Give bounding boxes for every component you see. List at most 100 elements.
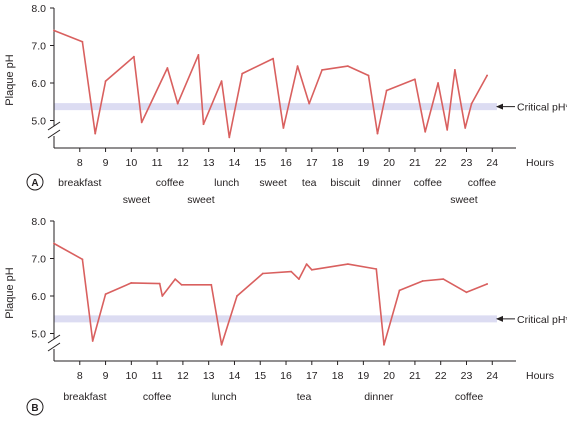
panel-letter: A (31, 178, 38, 189)
plaque-ph-point (375, 268, 378, 270)
plaque-ph-point (383, 343, 385, 346)
critical-ph-label: Critical pH* (517, 314, 567, 326)
x-tick-label: 23 (461, 370, 473, 382)
plaque-ph-point (133, 55, 135, 58)
x-tick-label: 12 (177, 370, 189, 382)
x-tick-label: 19 (358, 370, 370, 382)
plaque-ph-point (174, 278, 177, 280)
meal-label: tea (302, 177, 317, 189)
x-axis-title: Hours (526, 157, 554, 169)
plaque-ph-point (161, 295, 164, 297)
plaque-ph-point (310, 268, 313, 271)
plaque-ph-point (104, 80, 107, 82)
y-tick-label: 8.0 (31, 216, 46, 228)
x-tick-label: 22 (435, 157, 447, 169)
plaque-ph-point (305, 263, 308, 265)
x-tick-label: 13 (203, 157, 215, 169)
plaque-ph-point (376, 132, 379, 135)
x-tick-label: 19 (358, 157, 370, 169)
meal-label: breakfast (58, 177, 101, 189)
critical-ph-label: Critical pH* (517, 102, 567, 114)
y-tick-label: 7.0 (31, 254, 46, 266)
x-tick-label: 20 (383, 370, 395, 382)
plaque-ph-point (130, 282, 133, 284)
x-tick-label: 23 (461, 157, 473, 169)
meal-label: lunch (214, 177, 239, 189)
plaque-ph-point (385, 89, 388, 92)
plaque-ph-point (241, 72, 244, 75)
y-tick-label: 6.0 (31, 291, 46, 303)
plaque-ph-point (220, 80, 223, 82)
x-tick-label: 13 (203, 370, 215, 382)
plaque-ph-point (454, 69, 456, 71)
plaque-ph-point (347, 263, 349, 265)
x-tick-label: 8 (77, 157, 83, 169)
x-tick-label: 24 (486, 370, 498, 382)
plaque-ph-point (442, 278, 445, 280)
meal-label: biscuit (330, 177, 360, 189)
plaque-ph-point (446, 129, 449, 131)
plaque-ph-point (424, 130, 427, 133)
x-tick-label: 16 (280, 157, 292, 169)
meal-label: coffee (143, 391, 172, 403)
meal-label: sweet (450, 194, 478, 206)
meal-label: lunch (212, 391, 237, 403)
y-tick-label: 5.0 (31, 116, 46, 128)
plaque-ph-point (464, 127, 467, 129)
plaque-ph-point (180, 283, 183, 286)
panel-letter: B (31, 403, 38, 414)
plaque-ph-point (272, 57, 274, 60)
meal-label: dinner (364, 391, 394, 403)
panel-letter-circle (26, 173, 44, 191)
plaque-ph-point (486, 283, 488, 285)
meal-label: tea (297, 391, 312, 403)
plaque-ph-point (486, 74, 488, 77)
x-tick-label: 10 (125, 157, 137, 169)
plaque-ph-point (197, 54, 200, 56)
plaque-ph-point (261, 272, 264, 275)
x-tick-label: 21 (409, 157, 421, 169)
plaque-ph-point (236, 295, 238, 297)
x-tick-label: 10 (125, 370, 137, 382)
critical-ph-band (54, 103, 497, 111)
plaque-ph-point (296, 65, 299, 67)
plaque-ph-point (166, 67, 169, 69)
x-tick-label: 15 (254, 370, 266, 382)
x-tick-label: 15 (254, 157, 266, 169)
plaque-ph-point (158, 282, 161, 285)
meal-label: dinner (372, 177, 402, 189)
y-axis-break-mark (47, 129, 61, 139)
y-axis-break-mark (47, 121, 61, 131)
meal-label: sweet (123, 194, 151, 206)
x-tick-label: 24 (486, 157, 498, 169)
y-tick-label: 6.0 (31, 78, 46, 90)
plaque-ph-point (104, 293, 107, 295)
x-tick-label: 18 (332, 157, 344, 169)
plaque-ph-point (398, 289, 401, 292)
plaque-ph-point (91, 340, 94, 342)
plaque-ph-point (140, 121, 143, 124)
plaque-ph-point (298, 278, 300, 280)
x-tick-label: 14 (229, 157, 241, 169)
plaque-ph-point (414, 78, 416, 81)
y-axis-title: Plaque pH (4, 267, 16, 318)
plaque-ph-point (308, 102, 311, 105)
x-tick-label: 17 (306, 370, 318, 382)
meal-label: sweet (187, 194, 215, 206)
x-tick-label: 17 (306, 157, 318, 169)
y-axis-break-mark (47, 342, 61, 352)
x-tick-label: 11 (152, 370, 163, 382)
plaque-ph-point (228, 136, 231, 139)
y-tick-label: 8.0 (31, 3, 46, 15)
meal-label: coffee (455, 391, 484, 403)
plaque-ph-point (421, 280, 424, 282)
critical-ph-band (54, 315, 497, 323)
meal-label: breakfast (63, 391, 106, 403)
plaque-ph-point (176, 102, 179, 105)
plaque-ph-point (210, 283, 213, 286)
x-tick-label: 16 (280, 370, 292, 382)
y-axis-break-mark (47, 334, 61, 344)
plaque-ph-point (347, 65, 349, 67)
meal-label: sweet (259, 177, 287, 189)
